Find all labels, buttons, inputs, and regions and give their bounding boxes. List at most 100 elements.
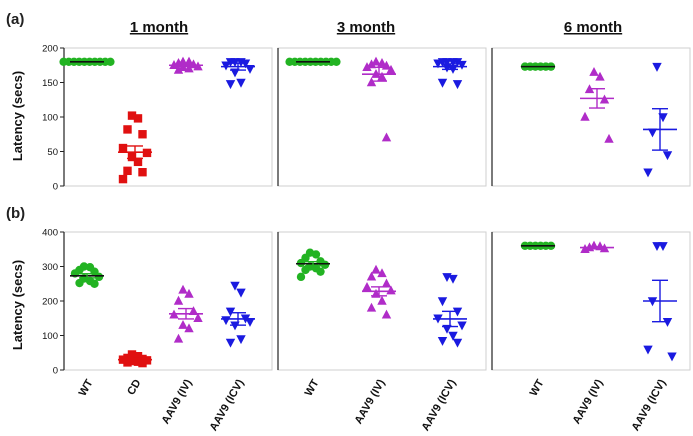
data-point-aav9-icv [452, 307, 463, 317]
data-point-aav9-iv [193, 313, 203, 322]
data-point-aav9-icv [448, 274, 458, 284]
panel-a-6-month [491, 47, 691, 187]
data-point-aav9-iv [184, 323, 194, 333]
y-tick-label-100: 100 [42, 113, 58, 124]
y-tick-label-200: 200 [42, 297, 58, 308]
column-title-1-month: 1 month [130, 19, 188, 36]
y-axis-label-b: Latency (secs) [10, 260, 25, 350]
x-tick-label-aav9-icv: AAV9 (ICV) [630, 377, 669, 433]
y-tick-label-0: 0 [53, 366, 58, 377]
data-point-aav9-icv [452, 58, 463, 67]
data-point-aav9-icv [667, 352, 677, 362]
data-point-aav9-iv [386, 64, 396, 74]
data-point-aav9-iv [371, 56, 381, 66]
y-tick-label-100: 100 [42, 331, 58, 342]
data-point-aav9-iv [580, 111, 590, 121]
y-axis-label-a: Latency (secs) [10, 71, 25, 161]
data-point-cd [133, 357, 143, 366]
data-point-aav9-icv [236, 78, 246, 88]
panel-a-1-month: 0 50 100 150 200 [42, 44, 273, 193]
y-tick-label-400: 400 [42, 228, 58, 239]
data-point-aav9-iv [184, 288, 194, 298]
data-point-aav9-icv [658, 242, 668, 251]
data-point-aav9-icv [240, 59, 251, 69]
x-tick-label-aav9-iv: AAV9 (IV) [160, 377, 195, 426]
y-tick-label-50: 50 [47, 147, 58, 158]
data-point-aav9-iv [381, 278, 392, 288]
x-tick-label-wt: WT [303, 377, 322, 398]
data-point-aav9-iv [595, 71, 605, 81]
data-point-aav9-iv [377, 295, 387, 305]
data-point-aav9-icv [643, 345, 653, 355]
data-point-aav9-iv [377, 57, 387, 67]
data-point-wt [90, 279, 99, 288]
data-point-aav9-iv [589, 66, 599, 76]
data-point-cd [118, 143, 128, 153]
data-point-aav9-icv [221, 316, 231, 326]
x-tick-label-wt: WT [77, 377, 96, 398]
data-point-aav9-icv [652, 242, 662, 251]
x-tick-label-aav9-icv: AAV9 (ICV) [208, 377, 247, 433]
data-point-aav9-iv [184, 63, 194, 73]
panel-b-1-month: 0 100 200 300 400 WT CD AAV9 (IV) AAV9 (ICV) [42, 228, 273, 433]
data-point-aav9-iv [377, 268, 387, 278]
data-point-aav9-iv [173, 295, 184, 305]
y-tick-label-150: 150 [42, 78, 58, 89]
data-point-aav9-icv [236, 288, 246, 298]
data-point-aav9-icv [437, 336, 448, 346]
data-point-aav9-icv [448, 331, 458, 341]
data-point-cd [133, 352, 143, 361]
data-point-aav9-icv [225, 338, 236, 348]
data-point-aav9-iv [362, 62, 372, 72]
data-point-aav9-icv [230, 281, 240, 291]
data-point-cd [133, 114, 143, 123]
data-point-aav9-iv [381, 132, 392, 142]
data-point-aav9-icv [643, 168, 653, 178]
data-point-wt [94, 272, 104, 282]
data-point-aav9-icv [437, 78, 448, 88]
plot-area: 0 50 100 150 200 0 100 200 300 400 WT CD AAV9 (IV) AA… [42, 44, 691, 433]
data-point-aav9-iv [188, 306, 199, 316]
panel-label-a: (a) [6, 11, 24, 28]
data-point-wt [296, 272, 306, 282]
data-point-aav9-icv [452, 338, 463, 348]
data-point-aav9-icv [457, 60, 467, 70]
column-title-3-month: 3 month [337, 19, 395, 36]
data-point-aav9-iv [381, 309, 392, 319]
data-point-cd [133, 157, 143, 167]
x-tick-label-cd: CD [125, 377, 143, 397]
data-point-wt [320, 260, 330, 269]
data-point-aav9-iv [371, 264, 381, 274]
data-point-aav9-icv [662, 151, 673, 161]
x-tick-label-aav9-iv: AAV9 (IV) [353, 377, 388, 426]
data-point-cd [127, 350, 137, 359]
data-point-aav9-icv [662, 318, 673, 327]
data-point-cd [138, 130, 147, 139]
data-point-cd [123, 358, 132, 367]
panel-frame [63, 231, 273, 371]
data-point-aav9-iv [173, 333, 184, 343]
data-point-aav9-iv [366, 59, 377, 69]
data-point-wt [75, 278, 84, 288]
data-point-aav9-icv [236, 335, 246, 345]
x-tick-label-aav9-iv: AAV9 (IV) [571, 377, 606, 426]
data-point-cd [123, 166, 132, 176]
data-point-aav9-iv [366, 271, 377, 281]
panel-label-b: (b) [6, 205, 25, 222]
data-point-aav9-icv [457, 321, 467, 331]
data-point-cd [138, 358, 147, 368]
data-point-wt [332, 57, 341, 66]
data-point-aav9-icv [225, 80, 236, 90]
data-point-aav9-icv [433, 59, 443, 69]
data-point-cd [127, 111, 137, 120]
data-point-aav9-iv [366, 302, 377, 312]
data-point-aav9-iv [178, 319, 188, 329]
data-point-wt [301, 265, 310, 275]
y-tick-label-200: 200 [42, 44, 58, 55]
panel-b-6-month: WT AAV9 (IV) AAV9 (ICV) [491, 231, 691, 433]
column-title-6-month: 6 month [564, 19, 622, 36]
data-point-cd [138, 168, 147, 177]
data-point-aav9-iv [173, 64, 184, 74]
panel-b-3-month: WT AAV9 (IV) AAV9 (ICV) [277, 231, 487, 433]
